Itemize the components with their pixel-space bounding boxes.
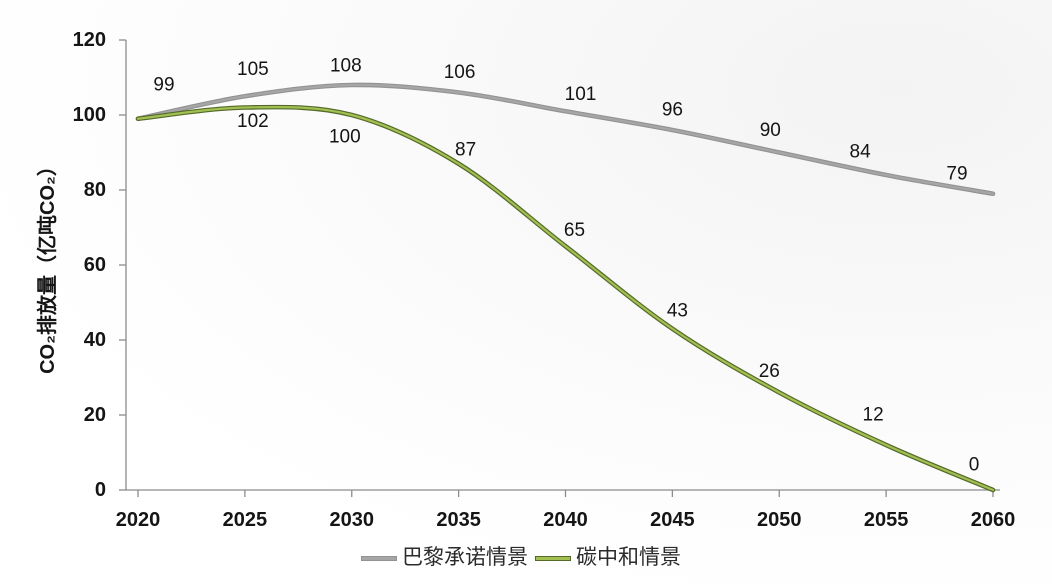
data-label-carbon-neutral-2045: 43 — [667, 300, 688, 321]
data-point-carbon-neutral-2055 — [883, 442, 889, 448]
data-label-paris-commitment-2045: 96 — [662, 100, 683, 121]
data-point-paris-commitment-2025 — [242, 93, 248, 99]
x-tick-label: 2025 — [223, 509, 268, 531]
data-point-carbon-neutral-2045 — [669, 326, 675, 332]
x-tick-label: 2035 — [436, 509, 481, 531]
data-point-carbon-neutral-2030 — [349, 112, 355, 118]
data-label-carbon-neutral-2055: 12 — [863, 405, 884, 426]
data-label-paris-commitment-2035: 106 — [444, 62, 476, 83]
y-tick-label: 60 — [84, 254, 106, 276]
y-tick-label: 20 — [84, 404, 106, 426]
y-tick-label: 120 — [73, 29, 106, 51]
x-tick-label: 2040 — [543, 509, 588, 531]
y-axis-title: CO₂排放量（亿吨CO₂） — [35, 156, 59, 374]
series-line-paris-commitment — [135, 82, 996, 197]
data-point-paris-commitment-2050 — [776, 150, 782, 156]
y-tick-label: 80 — [84, 179, 106, 201]
series-line-edge — [135, 104, 996, 493]
legend: 巴黎承诺情景 碳中和情景 — [362, 545, 681, 571]
data-label-paris-commitment-2050: 90 — [760, 120, 781, 141]
data-point-paris-commitment-2060 — [990, 191, 996, 197]
series-lines — [135, 82, 996, 493]
legend-item-paris-commitment: 巴黎承诺情景 — [362, 545, 528, 571]
data-label-carbon-neutral-2030: 100 — [329, 127, 361, 148]
data-point-carbon-neutral-2035 — [456, 161, 462, 167]
data-label-carbon-neutral-2060: 0 — [969, 455, 980, 476]
data-labels: 99 105 108 106 101 96 90 84 79 102 100 87 65 43 26 12 0 — [153, 56, 979, 476]
legend-label-paris-commitment: 巴黎承诺情景 — [402, 546, 528, 569]
data-point-carbon-neutral-2025 — [242, 105, 248, 111]
data-label-paris-commitment-2040: 101 — [565, 84, 597, 105]
x-tick-label: 2030 — [330, 509, 375, 531]
y-tick-label: 40 — [84, 329, 106, 351]
legend-item-carbon-neutral: 碳中和情景 — [536, 545, 681, 571]
data-point-paris-commitment-2030 — [349, 82, 355, 88]
data-point-paris-commitment-2045 — [669, 127, 675, 133]
series-line-carbon-neutral — [135, 104, 996, 493]
data-label-carbon-neutral-2050: 26 — [759, 361, 780, 382]
data-point-carbon-neutral-2050 — [776, 390, 782, 396]
legend-label-carbon-neutral: 碳中和情景 — [576, 546, 681, 569]
legend-swatch-carbon-neutral — [536, 556, 570, 560]
data-point-carbon-neutral-2020 — [135, 116, 141, 122]
x-tick-label: 2045 — [650, 509, 695, 531]
data-label-paris-commitment-2025: 105 — [237, 59, 269, 80]
series-line-core — [136, 105, 995, 492]
x-tick-label: 2050 — [757, 509, 802, 531]
data-label-paris-commitment-2055: 84 — [850, 142, 872, 163]
x-tick-label: 2055 — [864, 509, 909, 531]
x-tick-label: 2060 — [971, 509, 1016, 531]
data-point-paris-commitment-2035 — [456, 90, 462, 96]
data-point-paris-commitment-2040 — [563, 108, 569, 114]
data-label-paris-commitment-2020: 99 — [153, 74, 174, 95]
data-label-carbon-neutral-2035: 87 — [455, 139, 476, 160]
x-tick-label: 2020 — [116, 509, 161, 531]
y-tick-label: 100 — [73, 104, 106, 126]
data-label-paris-commitment-2030: 108 — [330, 56, 362, 77]
data-point-paris-commitment-2055 — [883, 172, 889, 178]
data-point-carbon-neutral-2040 — [563, 243, 569, 249]
data-label-paris-commitment-2060: 79 — [946, 163, 967, 184]
data-label-carbon-neutral-2025: 102 — [237, 111, 269, 132]
legend-swatch-paris-commitment — [362, 556, 396, 560]
data-point-carbon-neutral-2060 — [990, 487, 996, 493]
series-line-core — [136, 83, 995, 195]
y-tick-label: 0 — [95, 479, 106, 501]
data-label-carbon-neutral-2040: 65 — [564, 220, 585, 241]
